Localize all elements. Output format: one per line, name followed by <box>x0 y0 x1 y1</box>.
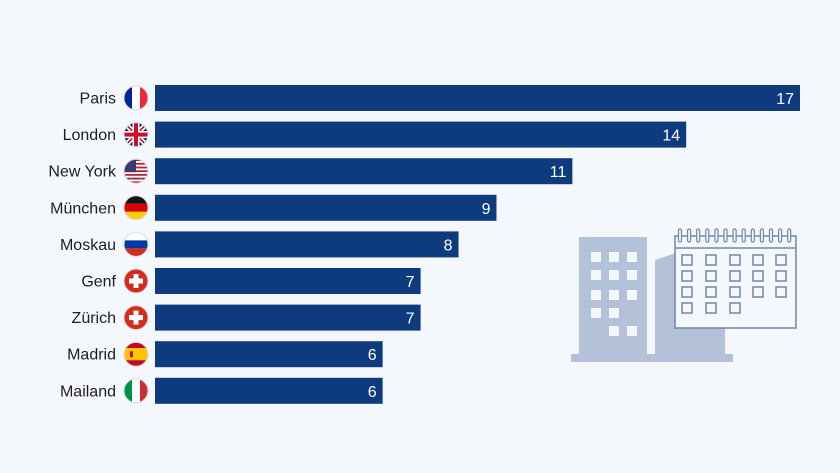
calendar-ring <box>705 228 710 243</box>
calendar-ring <box>750 228 755 243</box>
building-calendar-illustration <box>571 228 797 362</box>
bar-row: Zürich 7 <box>72 304 421 331</box>
flag-ch-icon <box>123 305 149 331</box>
bar-row: New York 11 <box>48 158 573 185</box>
flag-de-icon <box>123 195 149 221</box>
value-label: 14 <box>662 128 680 145</box>
bar-row: Moskau 8 <box>60 231 459 258</box>
calendar-day <box>729 286 741 298</box>
calendar-day <box>752 254 764 266</box>
category-label: New York <box>48 164 117 181</box>
calendar-day <box>705 286 717 298</box>
category-label: Zürich <box>72 310 116 327</box>
flag-ru-icon <box>123 231 149 257</box>
bar-row: Madrid 6 <box>67 341 383 368</box>
bar <box>155 231 459 258</box>
calendar-ring <box>768 228 774 243</box>
calendar-day <box>681 302 693 314</box>
bar-row: München 9 <box>50 194 497 221</box>
calendar-ring <box>777 228 783 243</box>
calendar-ring <box>696 228 701 243</box>
calendar-day <box>752 270 764 282</box>
bar <box>155 304 421 331</box>
flag-fr-icon <box>123 85 149 111</box>
flag-it-icon <box>123 378 149 404</box>
calendar-ring <box>787 228 792 243</box>
calendar-day <box>775 286 787 298</box>
calendar-day <box>705 254 717 266</box>
calendar-ring <box>714 228 719 243</box>
calendar-day <box>729 270 741 282</box>
flag-gb-icon <box>123 122 149 148</box>
calendar-day <box>681 286 693 298</box>
flag-es-icon <box>123 341 149 367</box>
calendar-day <box>681 254 693 266</box>
value-label: 6 <box>368 347 377 364</box>
bar-row: Mailand 6 <box>60 377 383 404</box>
bar <box>155 377 383 404</box>
value-label: 6 <box>368 384 377 401</box>
bar <box>155 158 573 185</box>
calendar-day <box>775 270 787 282</box>
value-label: 7 <box>406 311 415 328</box>
calendar-icon <box>674 228 797 329</box>
category-label: Mailand <box>60 383 116 400</box>
bar <box>155 341 383 368</box>
calendar-day <box>752 286 764 298</box>
calendar-day <box>775 254 787 266</box>
value-label: 8 <box>444 237 453 254</box>
value-label: 9 <box>482 201 491 218</box>
bar <box>155 85 800 111</box>
bar <box>155 194 497 221</box>
category-label: Paris <box>80 91 116 108</box>
bar <box>155 268 421 294</box>
flag-ch-icon <box>123 268 149 294</box>
calendar-ring <box>686 228 692 243</box>
bars-group: Paris 17 London 14 New York 11 München 9 Moskau 8… <box>48 85 800 404</box>
calendar-ring <box>723 228 728 243</box>
bar-row: Genf 7 <box>81 268 421 294</box>
flag-us-icon <box>123 158 149 184</box>
calendar-ring <box>677 228 683 243</box>
value-label: 7 <box>406 274 415 291</box>
value-label: 11 <box>550 164 567 181</box>
calendar-ring <box>732 228 737 243</box>
value-label: 17 <box>776 91 794 108</box>
bar-row: Paris 17 <box>80 85 800 111</box>
calendar-day <box>729 254 741 266</box>
bar-row: London 14 <box>63 121 687 148</box>
category-label: Genf <box>81 274 116 291</box>
category-label: Moskau <box>60 237 116 254</box>
category-label: Madrid <box>67 347 116 364</box>
category-label: München <box>50 200 116 217</box>
calendar-day <box>705 270 717 282</box>
calendar-day <box>729 302 741 314</box>
bar <box>155 121 687 148</box>
calendar-day <box>705 302 717 314</box>
calendar-ring <box>759 228 765 243</box>
category-label: London <box>63 127 116 144</box>
calendar-day <box>681 270 693 282</box>
calendar-ring <box>741 228 746 243</box>
